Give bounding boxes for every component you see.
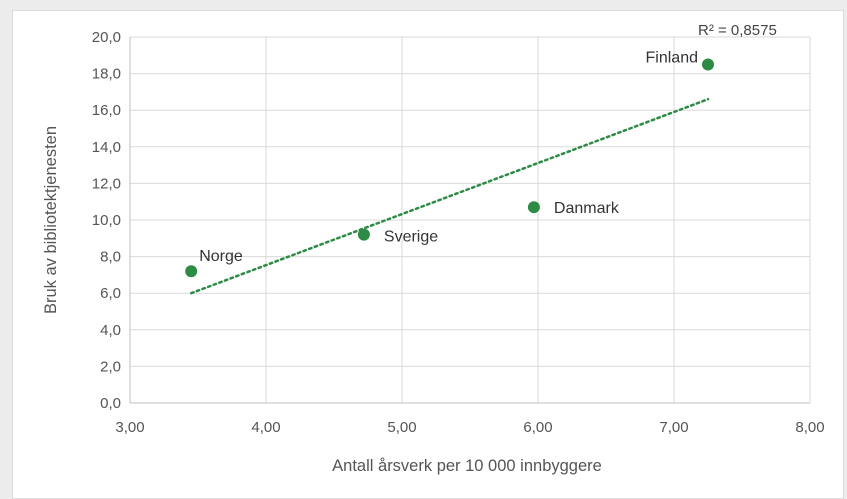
y-tick-label: 6,0 — [100, 285, 121, 302]
data-point-finland — [702, 58, 714, 71]
x-tick-label: 7,00 — [659, 419, 688, 436]
trendline-group — [189, 97, 710, 295]
y-tick-label: 4,0 — [100, 322, 121, 339]
y-tick-label: 10,0 — [92, 212, 121, 229]
x-tick-label: 3,00 — [115, 419, 144, 436]
grid — [129, 36, 811, 404]
y-axis-title: Bruk av bibliotektjenesten — [42, 126, 60, 314]
y-tick-label: 18,0 — [92, 66, 121, 83]
y-tick-label: 12,0 — [92, 175, 121, 192]
x-tick-label: 4,00 — [251, 419, 280, 436]
data-point-danmark — [527, 201, 540, 214]
point-label-finland: Finland — [646, 49, 698, 66]
x-tick-label: 5,00 — [387, 419, 416, 436]
point-label-norge: Norge — [199, 248, 243, 265]
y-tick-label: 20,0 — [92, 29, 121, 46]
x-tick-label: 8,00 — [795, 419, 824, 436]
y-tick-label: 14,0 — [92, 139, 121, 156]
point-label-danmark: Danmark — [554, 200, 620, 217]
data-point-norge — [185, 265, 198, 278]
r-squared-label: R² = 0,8575 — [698, 22, 777, 39]
y-tick-labels: 0,0 2,0 4,0 6,0 8,0 10,0 12,0 14,0 16,0 18,0 20,0 — [92, 29, 121, 412]
y-tick-label: 8,0 — [100, 249, 121, 266]
x-tick-labels: 3,00 4,00 5,00 6,00 7,00 8,00 — [115, 419, 824, 436]
y-tick-label: 0,0 — [100, 395, 121, 412]
x-axis-title: Antall årsverk per 10 000 innbyggere — [332, 457, 602, 475]
y-tick-label: 2,0 — [100, 358, 121, 375]
y-tick-label: 16,0 — [92, 102, 121, 119]
point-label-sverige: Sverige — [384, 229, 438, 246]
data-points: Norge Sverige Danmark Finland — [185, 49, 714, 278]
trendline — [189, 97, 710, 295]
data-point-sverige — [357, 228, 370, 241]
chart-card — [12, 10, 844, 499]
x-tick-label: 6,00 — [523, 419, 552, 436]
